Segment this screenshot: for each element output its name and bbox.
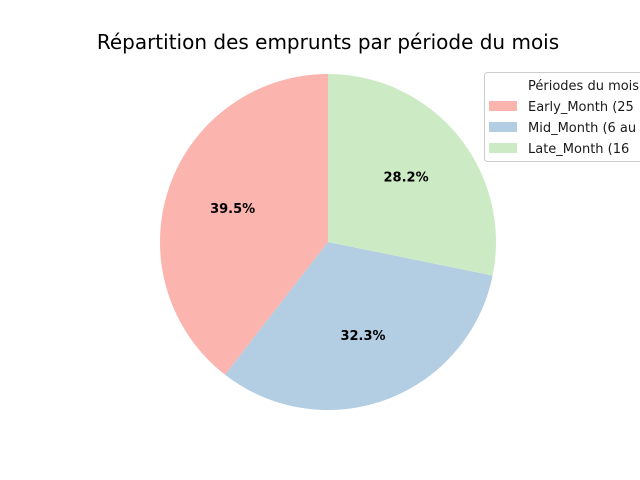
pie-slice	[328, 74, 496, 276]
legend-item-label: Late_Month (16	[528, 142, 629, 157]
pie-slices	[160, 74, 496, 410]
pie-slice	[160, 74, 328, 375]
chart-title: Répartition des emprunts par période du …	[97, 30, 559, 54]
legend-box	[484, 72, 640, 162]
pie-slice	[225, 242, 493, 410]
legend-swatch	[489, 143, 517, 153]
legend-swatch	[489, 122, 517, 132]
legend-title: Périodes du mois	[528, 79, 639, 94]
legend-item-label: Mid_Month (6 au	[528, 121, 636, 136]
slice-percentage-label: 39.5%	[210, 202, 255, 217]
legend-swatch	[489, 101, 517, 111]
legend-item-label: Early_Month (25	[528, 100, 634, 115]
pie-percentage-labels: 39.5% 32.3% 28.2%	[210, 171, 429, 344]
legend: Périodes du mois Early_Month (25 Mid_Mont…	[484, 72, 640, 162]
slice-percentage-label: 28.2%	[384, 171, 429, 186]
slice-percentage-label: 32.3%	[340, 329, 385, 344]
